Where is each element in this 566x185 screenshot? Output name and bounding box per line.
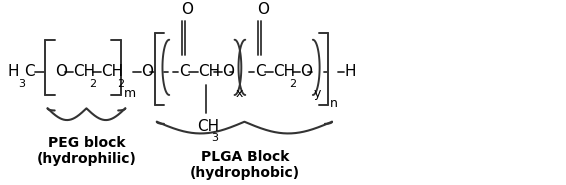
Text: H: H [7,64,19,79]
Text: C: C [24,64,35,79]
Text: 2: 2 [89,79,96,89]
Text: C: C [179,64,190,79]
Text: PLGA Block
(hydrophobic): PLGA Block (hydrophobic) [190,150,300,180]
Text: CH: CH [199,64,221,79]
Text: 3: 3 [18,79,25,89]
Text: CH: CH [101,64,123,79]
Text: n: n [331,97,338,110]
Text: O: O [301,64,312,79]
Text: CH: CH [74,64,96,79]
Text: 2: 2 [117,79,124,89]
Text: O: O [181,2,193,17]
Text: y: y [314,87,321,100]
Text: O: O [222,64,234,79]
Text: C: C [255,64,265,79]
Text: O: O [55,64,67,79]
Text: O: O [257,2,269,17]
Text: x: x [235,87,243,100]
Text: PEG block
(hydrophilic): PEG block (hydrophilic) [36,136,136,166]
Text: 3: 3 [211,133,218,143]
Text: 2: 2 [289,79,297,89]
Text: H: H [345,64,357,79]
Text: O: O [141,64,153,79]
Text: CH: CH [198,119,220,134]
Text: CH: CH [273,64,295,79]
Text: m: m [123,87,136,100]
